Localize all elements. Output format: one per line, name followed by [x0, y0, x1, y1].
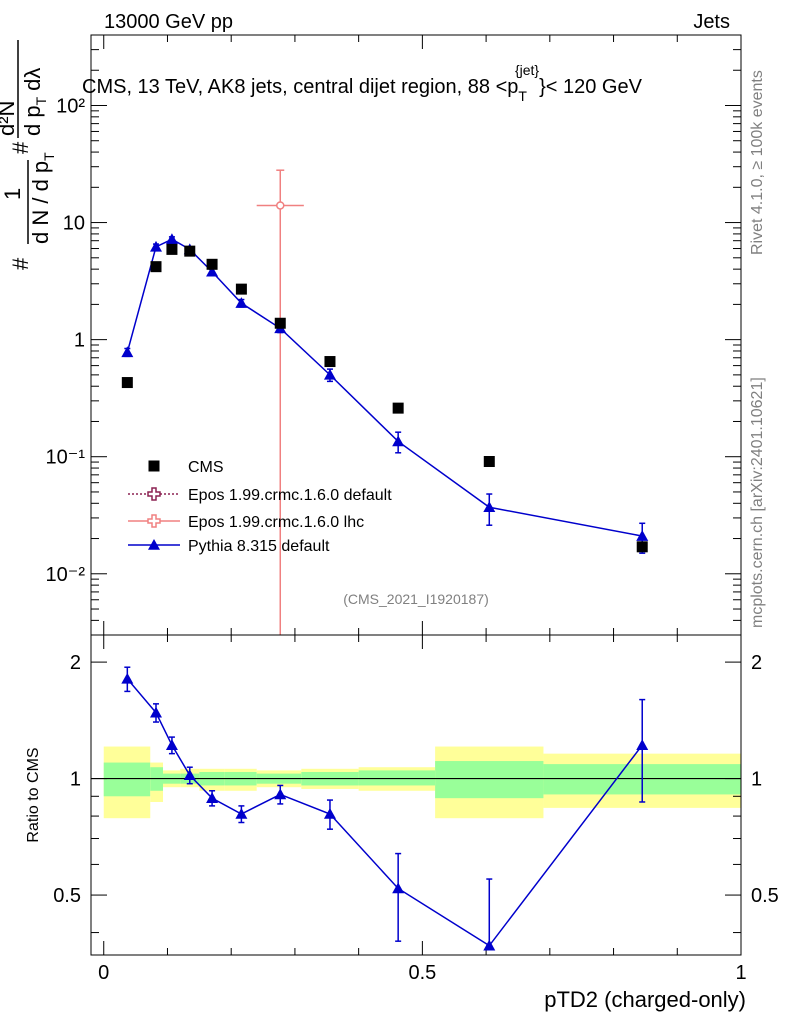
ratio-ylabel: Ratio to CMS: [25, 747, 42, 842]
cms-point: [150, 261, 162, 273]
ratio-pythia-point: [150, 706, 162, 718]
legend-label: Epos 1.99.crmc.1.6.0 default: [188, 487, 392, 504]
svg-text:1: 1: [0, 188, 25, 200]
y-tick-label: 10⁻¹: [46, 447, 86, 469]
main-panel: 10⁻² 10⁻¹ 1 10 10² CMS, 13 TeV, AK8 jets, ce…: [0, 34, 742, 636]
svg-text:d²N: d²N: [0, 101, 19, 136]
pythia-point: [636, 530, 649, 541]
cms-point: [636, 541, 648, 553]
pythia-point: [165, 233, 178, 245]
cms-point: [206, 258, 218, 270]
ratio-xlabel: pTD2 (charged-only): [544, 987, 746, 1012]
ratio-pythia-point: [121, 672, 134, 684]
y-tick-label: 10²: [56, 95, 85, 117]
legend-marker-epos: [147, 514, 161, 528]
main-ylabel: # 1 d N / d pT # d²N d pTdλ: [0, 40, 57, 270]
ratio-y-tick-label-right: 0.5: [751, 885, 779, 907]
band-green: [358, 770, 436, 786]
y-tick-label: 1: [74, 330, 85, 352]
band-green: [103, 762, 151, 797]
svg-text:#: #: [8, 141, 33, 154]
cms-point: [392, 402, 404, 414]
legend: CMS Epos 1.99.crmc.1.6.0 default Epos 1.99…: [128, 459, 392, 555]
header-left: 13000 GeV pp: [104, 11, 233, 33]
ratio-y-tick-label: 2: [70, 652, 81, 674]
ratio-pythia-point: [183, 769, 196, 781]
ratio-pythia-point: [636, 739, 649, 750]
ratio-panel: 0 0.5 1 0.5 0.5 1 1 2 2 Ratio to CMS pTD2 (charg…: [25, 634, 779, 1012]
svg-text:d pTdλ: d pTdλ: [20, 68, 49, 136]
band-green: [435, 761, 544, 799]
pythia-point: [323, 368, 336, 380]
ratio-y-tick-label: 1: [70, 769, 81, 791]
legend-label: Pythia 8.315 default: [188, 538, 330, 555]
ratio-pythia-point: [483, 939, 496, 951]
legend-marker-cms: [148, 460, 160, 472]
ratio-pythia-point: [206, 792, 219, 803]
legend-label: Epos 1.99.crmc.1.6.0 lhc: [188, 514, 364, 531]
ratio-pythia-point: [235, 807, 248, 819]
pythia-point: [206, 265, 219, 277]
cms-point: [121, 377, 133, 389]
x-tick-label: 0: [98, 962, 109, 984]
pythia-point: [235, 297, 248, 308]
cms-point: [166, 243, 178, 255]
y-tick-label: 10⁻²: [46, 564, 86, 586]
cms-point: [274, 317, 286, 329]
pythia-point: [150, 240, 162, 252]
rivet-label: Rivet 4.1.0, ≥ 100k events: [749, 70, 766, 255]
y-tick-label: 10: [63, 213, 85, 235]
pythia-point: [121, 346, 134, 358]
cms-point: [184, 245, 196, 257]
ratio-pythia-line: [126, 678, 643, 947]
ratio-pythia-point: [165, 739, 178, 750]
watermark: (CMS_2021_I1920187): [343, 591, 489, 607]
epos-lhc-point: [276, 201, 285, 210]
pythia-point: [483, 501, 496, 513]
mcplots-label: mcplots.cern.ch [arXiv:2401.10621]: [749, 377, 766, 628]
ratio-y-tick-label-right: 1: [751, 769, 762, 791]
x-tick-label: 1: [735, 962, 746, 984]
ratio-y-tick-label: 0.5: [53, 885, 81, 907]
ratio-pythia-point: [323, 807, 336, 819]
ratio-pythia-point: [274, 788, 287, 800]
cms-point: [235, 283, 247, 295]
svg-text:#: #: [8, 257, 33, 270]
svg-text:d N / d pT: d N / d pT: [28, 152, 57, 244]
cms-point: [483, 456, 495, 468]
ratio-frame: [90, 634, 742, 956]
x-tick-label: 0.5: [408, 962, 436, 984]
main-title: CMS, 13 TeV, AK8 jets, central dijet reg…: [82, 62, 643, 104]
ratio-y-tick-label-right: 2: [751, 652, 762, 674]
legend-marker-pythia: [148, 539, 160, 550]
pythia-point: [392, 435, 405, 447]
ratio-pythia-point: [392, 882, 405, 894]
legend-label: CMS: [188, 459, 224, 476]
header-right: Jets: [693, 11, 730, 33]
cms-point: [324, 356, 336, 368]
legend-marker-epos: [147, 487, 161, 501]
